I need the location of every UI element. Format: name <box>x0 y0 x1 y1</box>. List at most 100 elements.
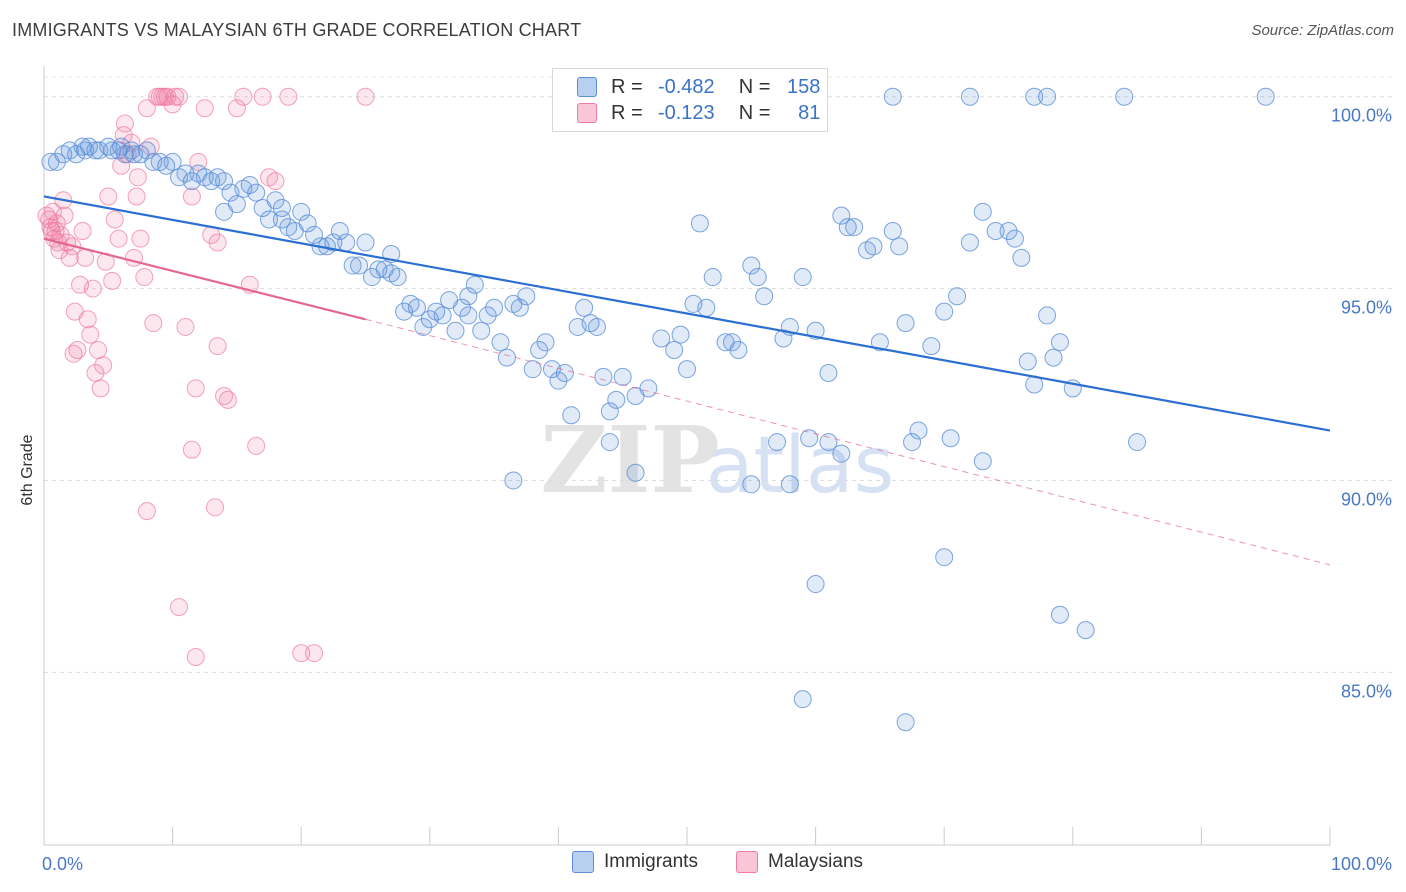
immigrants-point <box>459 287 478 306</box>
immigrants-point <box>986 222 1005 241</box>
immigrants-point <box>890 237 909 256</box>
source-label: Source: ZipAtlas.com <box>1251 22 1394 39</box>
immigrants-r-value: -0.482 <box>657 75 715 98</box>
y-tick-label: 85.0% <box>1341 681 1392 701</box>
immigrants-point <box>838 218 857 237</box>
malaysians-point <box>109 229 128 248</box>
immigrants-legend-swatch <box>572 851 594 873</box>
immigrants-point <box>600 402 619 421</box>
malaysians-point <box>81 325 100 344</box>
malaysians-r-label: R = <box>611 101 643 124</box>
y-tick-label: 90.0% <box>1341 489 1392 509</box>
immigrants-point <box>497 348 516 367</box>
x-tick-label-max: 100.0% <box>1331 854 1392 874</box>
immigrants-point <box>587 317 606 336</box>
x-tick-label-min: 0.0% <box>42 854 83 874</box>
immigrants-point <box>388 268 407 287</box>
immigrants-point <box>948 287 967 306</box>
immigrants-point <box>960 87 979 106</box>
immigrants-point <box>260 210 279 229</box>
immigrants-point <box>742 256 761 275</box>
immigrants-point <box>562 406 581 425</box>
malaysians-point <box>227 99 246 118</box>
malaysians-point <box>137 99 156 118</box>
immigrants-point <box>433 306 452 325</box>
malaysians-point <box>186 379 205 398</box>
immigrants-point <box>832 206 851 225</box>
malaysians-point <box>292 644 311 663</box>
immigrants-point <box>883 87 902 106</box>
immigrants-point <box>800 429 819 448</box>
malaysians-point <box>305 644 324 663</box>
immigrants-point <box>555 363 574 382</box>
immigrants-point <box>305 225 324 244</box>
malaysians-point <box>99 187 118 206</box>
bottom-legend-immigrants[interactable]: Immigrants <box>572 851 698 873</box>
malaysians-r-value: -0.123 <box>657 101 715 124</box>
malaysians-point <box>137 502 156 521</box>
immigrants-point <box>215 172 234 191</box>
malaysians-point <box>208 233 227 252</box>
immigrants-point <box>478 306 497 325</box>
malaysians-n-value: 81 <box>798 101 821 124</box>
malaysians-point <box>182 440 201 459</box>
immigrants-point <box>600 433 619 452</box>
immigrants-point <box>247 183 266 202</box>
immigrants-point <box>491 333 510 352</box>
immigrants-point <box>575 298 594 317</box>
immigrants-n-value: 158 <box>787 75 821 98</box>
malaysians-point <box>64 344 83 363</box>
immigrants-legend-label: Immigrants <box>604 851 698 872</box>
malaysians-point <box>218 390 237 409</box>
malaysians-point <box>195 99 214 118</box>
malaysians-point <box>135 268 154 287</box>
immigrants-point <box>973 202 992 221</box>
y-tick-label: 100.0% <box>1331 106 1392 126</box>
immigrants-point <box>671 325 690 344</box>
immigrants-point <box>47 152 66 171</box>
immigrants-point <box>678 360 696 379</box>
immigrants-point <box>465 275 484 294</box>
malaysians-point <box>144 314 163 333</box>
legend-row-malaysians: R = -0.123 N = 81 <box>577 101 820 125</box>
immigrants-point <box>909 421 928 440</box>
bottom-legend-malaysians[interactable]: Malaysians <box>736 851 863 873</box>
malaysians-point <box>128 168 147 187</box>
immigrants-point <box>723 333 742 352</box>
malaysians-point <box>186 647 205 666</box>
immigrants-point <box>1025 87 1044 106</box>
immigrants-point <box>549 371 568 390</box>
malaysians-point <box>44 202 63 221</box>
malaysians-point <box>55 206 74 225</box>
malaysians-point <box>247 436 266 455</box>
correlation-legend: R = -0.482 N = 158 R = -0.123 N = 81 <box>552 68 828 132</box>
malaysians-point <box>83 279 102 298</box>
immigrants-point <box>819 363 838 382</box>
immigrants-point <box>793 690 812 709</box>
malaysians-n-label: N = <box>738 101 771 124</box>
immigrants-point <box>163 152 182 171</box>
immigrants-point <box>870 333 889 352</box>
immigrants-point <box>896 713 915 732</box>
immigrants-point <box>864 237 883 256</box>
malaysians-point <box>131 229 150 248</box>
immigrants-point <box>832 444 851 463</box>
malaysians-legend-label: Malaysians <box>768 851 864 872</box>
immigrants-point <box>240 175 259 194</box>
immigrants-point <box>472 321 491 340</box>
malaysians-point <box>208 337 227 356</box>
immigrants-point <box>356 233 375 252</box>
immigrants-point <box>639 379 658 398</box>
malaysians-point <box>253 87 272 106</box>
malaysians-point <box>73 222 92 241</box>
immigrants-point <box>626 463 645 482</box>
malaysians-point <box>94 356 113 375</box>
immigrants-point <box>266 191 285 210</box>
malaysians-point <box>170 598 189 617</box>
chart-title: IMMIGRANTS VS MALAYSIAN 6TH GRADE CORREL… <box>12 20 582 40</box>
immigrants-point <box>1038 87 1057 106</box>
immigrants-point <box>793 268 812 287</box>
immigrants-point <box>504 471 523 490</box>
immigrants-point <box>935 548 954 567</box>
